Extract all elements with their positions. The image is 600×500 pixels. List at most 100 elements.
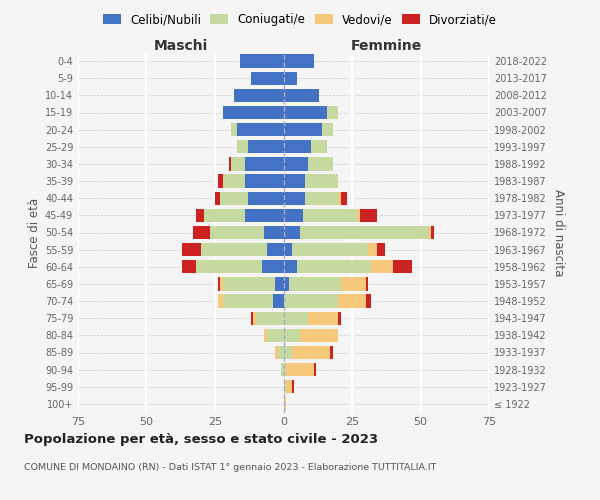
Bar [371,260,393,274]
Bar [229,157,232,170]
Bar [223,174,245,188]
Bar [234,88,284,102]
Bar [253,312,256,325]
Bar [251,72,284,85]
Bar [314,363,316,376]
Bar [248,192,284,205]
Text: Maschi: Maschi [154,38,208,52]
Bar [338,312,341,325]
Bar [284,208,302,222]
Bar [358,208,360,222]
Bar [305,174,338,188]
Bar [284,328,300,342]
Bar [292,380,295,394]
Text: COMUNE DI MONDAINO (RN) - Dati ISTAT 1° gennaio 2023 - Elaborazione TUTTITALIA.I: COMUNE DI MONDAINO (RN) - Dati ISTAT 1° … [24,462,436,471]
Bar [311,140,328,153]
Bar [223,106,284,119]
Bar [360,208,377,222]
Bar [341,277,366,290]
Bar [262,260,284,274]
Bar [265,226,284,239]
Bar [245,157,284,170]
Bar [330,346,333,359]
Bar [202,243,267,256]
Bar [223,277,275,290]
Bar [297,260,371,274]
Bar [278,346,284,359]
Bar [328,106,338,119]
Bar [341,192,347,205]
Bar [223,294,272,308]
Bar [305,192,338,205]
Bar [292,243,368,256]
Bar [308,312,338,325]
Bar [196,208,204,222]
Bar [284,363,286,376]
Bar [237,123,284,136]
Legend: Celibi/Nubili, Coniugati/e, Vedovi/e, Divorziati/e: Celibi/Nubili, Coniugati/e, Vedovi/e, Di… [98,8,502,31]
Y-axis label: Anni di nascita: Anni di nascita [553,189,565,276]
Bar [204,208,245,222]
Bar [245,208,284,222]
Bar [267,328,284,342]
Bar [300,226,429,239]
Bar [284,88,319,102]
Bar [284,226,300,239]
Bar [267,243,284,256]
Bar [218,294,223,308]
Bar [284,174,305,188]
Bar [284,277,289,290]
Bar [431,226,434,239]
Bar [366,277,368,290]
Bar [265,328,267,342]
Bar [256,312,284,325]
Bar [218,277,220,290]
Bar [215,192,220,205]
Bar [284,397,286,410]
Bar [218,174,223,188]
Bar [272,294,284,308]
Bar [300,328,338,342]
Bar [368,243,377,256]
Bar [284,54,314,68]
Bar [239,54,284,68]
Bar [289,277,341,290]
Bar [286,363,314,376]
Bar [292,346,330,359]
Bar [182,260,196,274]
Bar [308,157,333,170]
Bar [220,277,223,290]
Bar [275,277,284,290]
Bar [245,174,284,188]
Bar [429,226,431,239]
Bar [196,260,262,274]
Bar [284,157,308,170]
Bar [232,123,237,136]
Bar [248,140,284,153]
Bar [220,192,248,205]
Text: Femmine: Femmine [350,38,422,52]
Bar [338,192,341,205]
Bar [377,243,385,256]
Bar [251,312,253,325]
Bar [284,294,338,308]
Bar [338,294,366,308]
Bar [281,363,284,376]
Bar [284,140,311,153]
Bar [284,312,308,325]
Bar [284,260,297,274]
Bar [193,226,209,239]
Bar [182,243,202,256]
Bar [284,243,292,256]
Bar [286,380,292,394]
Bar [284,123,322,136]
Bar [322,123,333,136]
Bar [393,260,412,274]
Y-axis label: Fasce di età: Fasce di età [28,198,41,268]
Bar [284,346,292,359]
Text: Popolazione per età, sesso e stato civile - 2023: Popolazione per età, sesso e stato civil… [24,432,378,446]
Bar [284,72,297,85]
Bar [302,208,358,222]
Bar [284,106,328,119]
Bar [275,346,278,359]
